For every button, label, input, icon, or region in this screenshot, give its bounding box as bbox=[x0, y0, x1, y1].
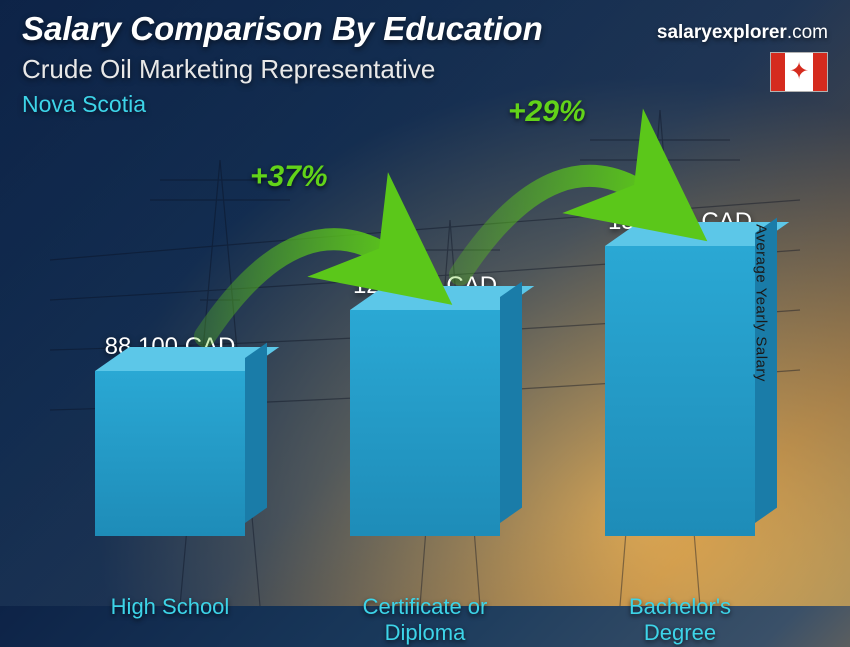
header: Salary Comparison By Education Crude Oil… bbox=[22, 10, 543, 118]
category-label-2: Bachelor'sDegree bbox=[570, 594, 790, 647]
bar-1: 121,000 CAD bbox=[340, 272, 510, 536]
country-flag-canada: ✦ bbox=[770, 52, 828, 92]
category-label-0: High School bbox=[60, 594, 280, 620]
flag-stripe-right bbox=[813, 53, 827, 91]
brand-logo-text: salaryexplorer.com bbox=[657, 22, 828, 44]
chart-title: Salary Comparison By Education bbox=[22, 10, 543, 48]
bar-shape-1 bbox=[350, 310, 500, 536]
percent-increase-0: +37% bbox=[250, 160, 328, 194]
brand-domain: .com bbox=[787, 22, 828, 43]
bar-shape-0 bbox=[95, 371, 245, 536]
chart-subtitle: Crude Oil Marketing Representative bbox=[22, 54, 543, 85]
category-label-1: Certificate orDiploma bbox=[315, 594, 535, 647]
bar-chart: 88,100 CAD 121,000 CAD 155,000 CAD bbox=[40, 150, 780, 536]
chart-region: Nova Scotia bbox=[22, 91, 543, 118]
bar-0: 88,100 CAD bbox=[85, 333, 255, 536]
bar-2: 155,000 CAD bbox=[595, 208, 765, 536]
maple-leaf-icon: ✦ bbox=[785, 53, 813, 91]
brand-name: salaryexplorer bbox=[657, 22, 787, 43]
flag-stripe-left bbox=[771, 53, 785, 91]
y-axis-label: Average Yearly Salary bbox=[753, 224, 770, 382]
bar-shape-2 bbox=[605, 246, 755, 536]
